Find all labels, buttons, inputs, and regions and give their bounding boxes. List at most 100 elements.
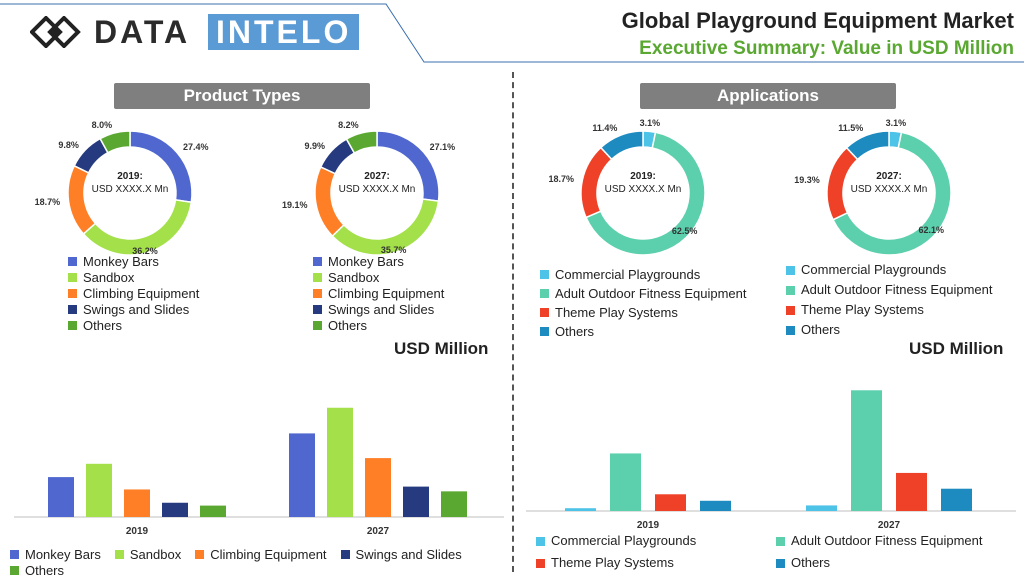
logo-text-data: DATA [94, 14, 191, 50]
legend-swatch [68, 320, 77, 330]
legend-swatch [786, 325, 795, 335]
page-title: Global Playground Equipment Market [621, 8, 1014, 33]
legend-swatch [786, 265, 795, 275]
bar-others-2027 [441, 491, 467, 517]
legend-label: Others [555, 324, 595, 339]
legend-swatch [536, 536, 545, 546]
slice-label-monkey-bars: 27.1% [429, 141, 456, 152]
legend-label: Swings and Slides [83, 301, 190, 317]
legend-item: Adult Outdoor Fitness Equipment [540, 284, 747, 303]
donut-center-value: USD XXXX.X Mn [91, 184, 169, 195]
slice-label-theme-play-systems: 18.7% [548, 173, 575, 184]
legend-label: Sandbox [328, 269, 380, 285]
bar-adult-outdoor-fitness-equipment-2019 [610, 453, 641, 511]
logo-diamond-icon [30, 16, 81, 48]
donut-center-value: USD XXXX.X Mn [338, 184, 416, 195]
legend-swatch [776, 536, 785, 546]
slice-label-commercial-playgrounds: 3.1% [885, 118, 907, 129]
legend-swatch [313, 320, 322, 330]
legend-swatch [340, 549, 350, 559]
legend-swatch [10, 565, 19, 575]
legend-label: Sandbox [83, 269, 135, 285]
legend-label: Monkey Bars [83, 253, 159, 269]
legend-item: Others [68, 317, 199, 333]
logo-text-intelo: INTELO [208, 14, 360, 50]
legend-label: Others [25, 562, 65, 576]
donut-slice-adult-outdoor-fitness-equipment [585, 131, 706, 256]
bar-others-2027 [941, 488, 972, 511]
legend-label: Commercial Playgrounds [551, 533, 697, 548]
slice-label-theme-play-systems: 19.3% [794, 175, 820, 186]
legend-item: Others [786, 320, 993, 340]
slice-label-sandbox: 36.2% [132, 245, 158, 256]
legend-swatch [313, 272, 322, 282]
legend-item: Others [10, 562, 64, 576]
donut-slice-adult-outdoor-fitness-equipment [832, 131, 952, 256]
legend-item: Sandbox [68, 269, 199, 285]
donut-center-label: 2027: USD XXXX.X Mn [337, 170, 417, 196]
legend-item: Theme Play Systems [540, 303, 747, 322]
slice-label-climbing-equipment: 18.7% [34, 197, 61, 208]
legend-swatch [540, 270, 549, 279]
legend-swatch [195, 549, 205, 559]
donut-slice-others [345, 130, 378, 154]
donut-center-year: 2019: [117, 171, 143, 182]
applications-legend-2027: Commercial Playgrounds Adult Outdoor Fit… [786, 260, 993, 340]
legend-item: Theme Play Systems [786, 300, 993, 320]
legend-item: Swings and Slides [313, 301, 444, 317]
legend-item: Others [776, 552, 830, 574]
legend-label: Others [801, 322, 841, 337]
product-bar-legend: Monkey Bars Sandbox Climbing Equipment S… [10, 546, 510, 576]
donut-product-2027: 2027: USD XXXX.X Mn 27.1% 35.7% 19.1% 9.9% 8… [282, 118, 457, 268]
legend-swatch [313, 288, 322, 298]
legend-swatch [68, 288, 77, 298]
donut-slice-others [845, 130, 890, 161]
donut-applications-2019: 2019: USD XXXX.X Mn 3.1% 62.5% 18.7% 11.4% [549, 118, 723, 268]
legend-item: Adult Outdoor Fitness Equipment [786, 280, 993, 300]
legend-item: Others [313, 317, 444, 333]
header: DATA INTELO Global Playground Equipment … [0, 0, 1024, 64]
bar-adult-outdoor-fitness-equipment-2027 [851, 390, 882, 511]
legend-swatch [114, 549, 124, 559]
legend-swatch [68, 256, 77, 266]
legend-label: Swings and Slides [355, 546, 462, 562]
product-legend-2027: Monkey Bars Sandbox Climbing Equipment S… [313, 253, 444, 333]
bar-climbing-equipment-2019 [124, 489, 150, 517]
legend-swatch [786, 285, 795, 295]
bar-others-2019 [200, 505, 226, 517]
donut-product-2019-svg [67, 130, 193, 256]
legend-item: Climbing Equipment [195, 546, 327, 562]
legend-label: Monkey Bars [328, 253, 404, 269]
legend-label: Others [791, 555, 831, 570]
donut-product-2027-svg [314, 130, 440, 256]
legend-label: Monkey Bars [25, 546, 101, 562]
legend-label: Climbing Equipment [328, 285, 445, 301]
applications-header: Applications [640, 83, 896, 109]
donut-product-2019: 2019: USD XXXX.X Mn 27.4% 36.2% 18.7% 9.8% 8… [35, 118, 210, 268]
legend-label: Commercial Playgrounds [801, 262, 947, 277]
slice-label-sandbox: 35.7% [380, 245, 407, 255]
donut-center-label: 2019: USD XXXX.X Mn [603, 170, 683, 196]
x-tick-label: 2027 [878, 520, 901, 528]
bar-sandbox-2027 [327, 407, 353, 517]
legend-label: Climbing Equipment [83, 285, 200, 301]
legend-label: Commercial Playgrounds [555, 267, 701, 282]
legend-item: Sandbox [313, 269, 444, 285]
legend-item: Commercial Playgrounds [540, 265, 747, 284]
legend-swatch [776, 558, 785, 568]
donut-slice-others [99, 130, 131, 154]
slice-label-swings-and-slides: 9.8% [58, 139, 79, 150]
legend-item: Swings and Slides [68, 301, 199, 317]
slice-label-climbing-equipment: 19.1% [281, 199, 308, 210]
donut-center-year: 2027: [876, 171, 902, 182]
bar-theme-play-systems-2019 [655, 494, 686, 511]
bar-chart-applications: 2019 2027 [526, 390, 1016, 528]
usd-million-label-right: USD Million [909, 339, 1004, 358]
bar-monkey-bars-2019 [48, 477, 74, 517]
legend-swatch [10, 549, 19, 559]
applications-bar-legend: Commercial Playgrounds Adult Outdoor Fit… [536, 530, 1020, 574]
bar-climbing-equipment-2027 [365, 458, 391, 517]
x-tick-label: 2019 [126, 526, 149, 537]
legend-swatch [313, 256, 322, 266]
bar-swings-and-slides-2019 [162, 502, 188, 517]
